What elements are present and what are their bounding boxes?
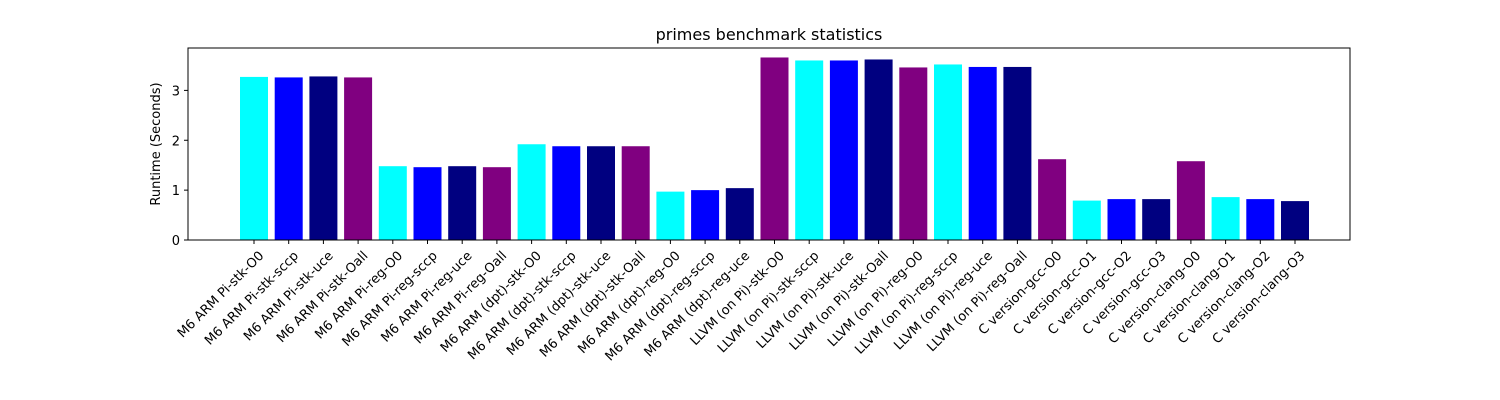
y-tick-label: 0 — [172, 234, 180, 249]
bar-22 — [968, 66, 997, 240]
bar-26 — [1107, 199, 1136, 240]
plot-frame — [187, 47, 1351, 241]
bar-31 — [1281, 201, 1309, 240]
bar-10 — [552, 146, 581, 240]
y-tick-label: 1 — [172, 184, 180, 199]
bar-6 — [413, 167, 442, 240]
bar-28 — [1176, 161, 1205, 240]
bar-12 — [621, 146, 650, 240]
y-tick-label: 2 — [172, 134, 180, 149]
y-axis-label: Runtime (Seconds) — [149, 82, 164, 205]
bar-11 — [587, 146, 615, 240]
bars-group — [240, 57, 1309, 241]
bar-14 — [691, 190, 720, 240]
bar-7 — [448, 166, 477, 240]
bar-3 — [309, 76, 338, 241]
bar-1 — [240, 76, 268, 240]
bar-5 — [378, 166, 407, 240]
bar-17 — [795, 60, 824, 240]
bar-13 — [656, 191, 685, 240]
bar-9 — [517, 144, 546, 240]
bar-18 — [829, 60, 858, 240]
bar-2 — [274, 77, 303, 240]
bar-19 — [864, 59, 893, 240]
bar-30 — [1246, 199, 1275, 240]
bar-16 — [760, 57, 789, 241]
bar-23 — [1003, 66, 1032, 240]
bar-29 — [1211, 197, 1240, 240]
bar-25 — [1072, 200, 1101, 240]
bar-8 — [482, 167, 511, 240]
y-tick-label: 3 — [172, 84, 180, 99]
bar-27 — [1142, 199, 1171, 240]
y-axis-ticks: 0 1 2 3 — [172, 84, 188, 249]
bar-20 — [899, 67, 928, 240]
bar-4 — [344, 77, 373, 240]
chart-title: primes benchmark statistics — [656, 25, 883, 44]
bar-15 — [725, 188, 754, 240]
bar-24 — [1038, 159, 1067, 240]
bar-21 — [934, 64, 962, 241]
